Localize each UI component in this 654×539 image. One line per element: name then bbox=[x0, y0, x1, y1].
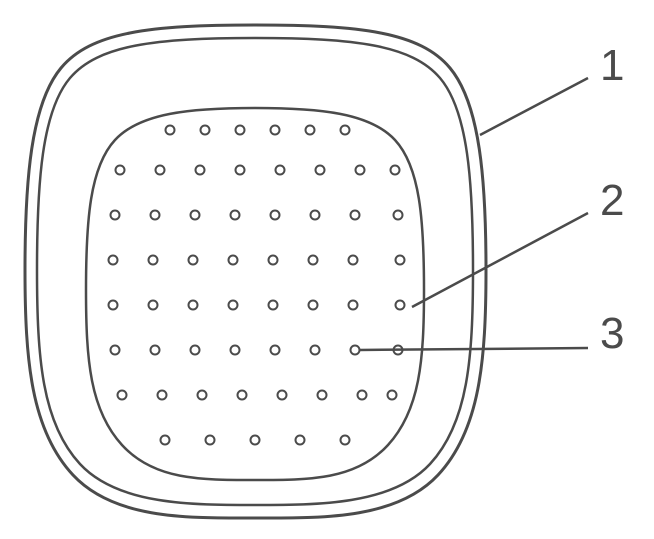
background bbox=[0, 0, 654, 539]
diagram-root: 1 2 3 bbox=[0, 0, 654, 539]
callout-label-2: 2 bbox=[600, 176, 624, 225]
callout-label-3: 3 bbox=[600, 309, 624, 358]
callout-label-1: 1 bbox=[600, 41, 624, 90]
